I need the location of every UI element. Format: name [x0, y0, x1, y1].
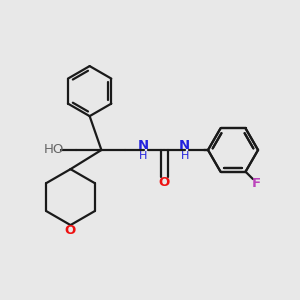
- Text: HO: HO: [44, 143, 64, 157]
- Text: H: H: [139, 151, 148, 161]
- Text: O: O: [158, 176, 170, 190]
- Text: N: N: [179, 139, 190, 152]
- Text: F: F: [252, 177, 261, 190]
- Text: O: O: [65, 224, 76, 237]
- Text: H: H: [181, 151, 189, 161]
- Text: N: N: [138, 139, 149, 152]
